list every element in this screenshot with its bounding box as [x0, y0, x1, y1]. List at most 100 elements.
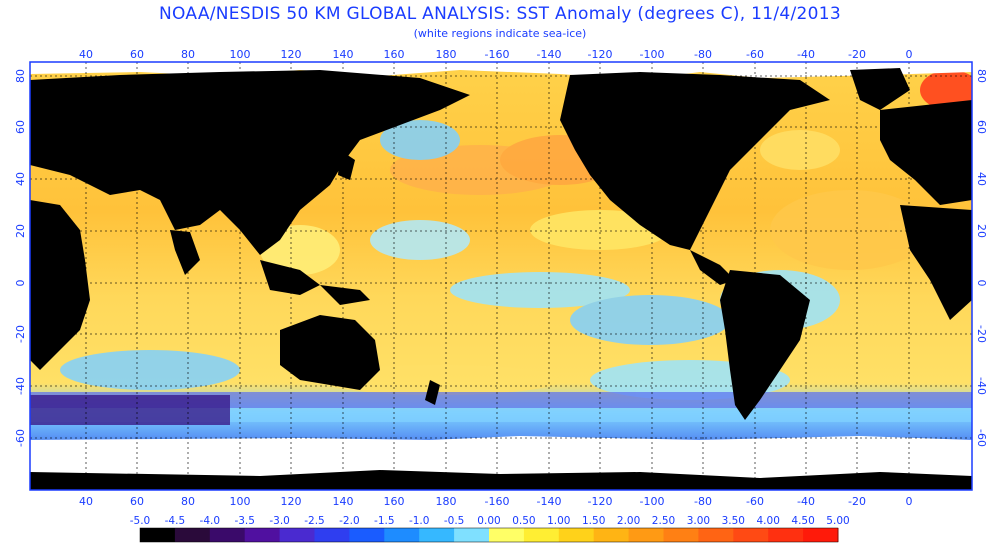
colorbar-swatch: [733, 528, 769, 542]
colorbar-frame: [139, 527, 839, 543]
lat-tick-label: -20: [14, 325, 27, 343]
colorbar-swatch: [663, 528, 699, 542]
colorbar-swatch: [628, 528, 664, 542]
colorbar-label: -4.0: [200, 515, 221, 527]
colorbar-label: 3.50: [722, 515, 745, 527]
colorbar-swatch: [209, 528, 246, 542]
lon-tick-label: -40: [797, 48, 815, 61]
colorbar-swatch: [593, 528, 630, 542]
lon-tick-label: -80: [694, 48, 712, 61]
colorbar-label: -2.0: [339, 515, 360, 527]
lon-tick-label: 40: [79, 495, 93, 508]
colorbar-label: 4.50: [791, 515, 814, 527]
map-subtitle: (white regions indicate sea-ice): [413, 27, 587, 40]
colorbar-swatch: [279, 528, 315, 542]
lon-tick-label: 100: [230, 48, 251, 61]
lon-tick-label: 100: [230, 495, 251, 508]
lon-tick-label: 120: [281, 495, 302, 508]
lat-tick-label: -60: [14, 429, 27, 447]
lat-tick-label: 80: [14, 69, 27, 83]
colorbar-label: -3.0: [269, 515, 290, 527]
lon-ticks-top: 40 60 80 100 120 140 160 180 -160 -140 -120 -100 -80…: [79, 48, 913, 61]
colorbar-label: 0.00: [477, 515, 500, 527]
lon-tick-label: -120: [588, 495, 613, 508]
graticule: [30, 62, 972, 490]
lat-tick-label: -40: [975, 377, 988, 395]
lat-tick-label: 40: [975, 172, 988, 186]
lat-tick-label: -40: [14, 377, 27, 395]
colorbar-label: -2.5: [304, 515, 325, 527]
colorbar-label: 0.50: [512, 515, 535, 527]
colorbar-swatch: [523, 528, 560, 542]
colorbar-swatch: [489, 528, 525, 542]
lat-tick-label: 20: [14, 224, 27, 238]
antarctica: [30, 470, 972, 490]
lon-tick-label: 0: [906, 495, 913, 508]
lat-tick-label: 40: [14, 172, 27, 186]
lon-tick-label: 140: [333, 495, 354, 508]
colorbar-label: -3.5: [234, 515, 255, 527]
lon-tick-label: 80: [181, 495, 195, 508]
lon-tick-label: 80: [181, 48, 195, 61]
colorbar-swatch: [384, 528, 420, 542]
lon-tick-label: 180: [436, 48, 457, 61]
lon-tick-label: 60: [130, 48, 144, 61]
map-area: [30, 62, 972, 490]
colorbar-label: -1.5: [374, 515, 395, 527]
lon-tick-label: -100: [640, 48, 665, 61]
colorbar-label: -4.5: [165, 515, 186, 527]
colorbar-label: 3.00: [687, 515, 710, 527]
map-frame: [29, 61, 973, 491]
lon-tick-label: 40: [79, 48, 93, 61]
colorbar-label: 1.50: [582, 515, 605, 527]
colorbar-swatch: [314, 528, 350, 542]
lon-tick-label: -160: [485, 495, 510, 508]
lon-tick-label: -80: [694, 495, 712, 508]
lat-ticks-right: 80 60 40 20 0 -20 -40 -60: [975, 69, 988, 447]
colorbar-label: -0.5: [444, 515, 465, 527]
lat-tick-label: -60: [975, 429, 988, 447]
lat-tick-label: 0: [14, 280, 27, 287]
lon-ticks-bottom: 40 60 80 100 120 140 160 180 -160 -140 -120 -100 -80…: [79, 495, 913, 508]
lon-tick-label: -160: [485, 48, 510, 61]
lon-tick-label: -100: [640, 495, 665, 508]
lat-tick-label: 0: [975, 280, 988, 287]
colorbar-swatch: [174, 528, 211, 542]
land: [30, 68, 972, 420]
colorbar-swatch: [698, 528, 734, 542]
lon-tick-label: -60: [746, 48, 764, 61]
colorbar-swatch: [419, 528, 455, 542]
colorbar-label: 2.50: [652, 515, 675, 527]
lon-tick-label: 60: [130, 495, 144, 508]
lon-tick-label: 120: [281, 48, 302, 61]
lon-tick-label: 160: [384, 48, 405, 61]
colorbar-label: 1.00: [547, 515, 570, 527]
lon-tick-label: -140: [537, 495, 562, 508]
lon-tick-label: -20: [848, 48, 866, 61]
colorbar-label: 5.00: [826, 515, 849, 527]
lat-tick-label: -20: [975, 325, 988, 343]
colorbar-label: -5.0: [130, 515, 151, 527]
lon-tick-label: -140: [537, 48, 562, 61]
colorbar-label: -1.0: [409, 515, 430, 527]
colorbar: -5.0 -4.5 -4.0 -3.5 -3.0 -2.5 -2.0 -1.5 -1.0 -0.5…: [130, 515, 850, 543]
lat-tick-label: 60: [975, 120, 988, 134]
lon-tick-label: -40: [797, 495, 815, 508]
lon-tick-label: 0: [906, 48, 913, 61]
colorbar-label: 2.00: [617, 515, 640, 527]
colorbar-swatch: [558, 528, 595, 542]
lon-tick-label: 140: [333, 48, 354, 61]
lon-tick-label: -60: [746, 495, 764, 508]
colorbar-swatch: [803, 528, 839, 542]
map-title: NOAA/NESDIS 50 KM GLOBAL ANALYSIS: SST A…: [159, 4, 841, 24]
sea-ice-arctic: [30, 62, 972, 80]
colorbar-swatch: [140, 528, 176, 542]
lon-tick-label: -20: [848, 495, 866, 508]
lon-tick-label: -120: [588, 48, 613, 61]
lat-tick-label: 80: [975, 69, 988, 83]
colorbar-swatch: [244, 528, 281, 542]
colorbar-label: 4.00: [757, 515, 780, 527]
colorbar-swatch: [768, 528, 804, 542]
lon-tick-label: 160: [384, 495, 405, 508]
